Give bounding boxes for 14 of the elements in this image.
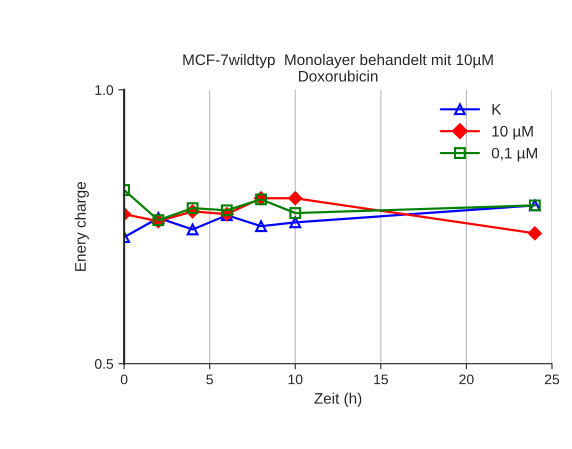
- x-axis-title: Zeit (h): [314, 392, 362, 407]
- y-tick-label: 0.5: [94, 359, 114, 369]
- x-tick-label: 15: [374, 374, 388, 384]
- x-tick-label: 5: [206, 374, 213, 384]
- y-axis-title: Enery charge: [74, 182, 89, 271]
- y-tick-label: 1.0: [95, 85, 114, 95]
- x-tick-label: 20: [459, 374, 474, 384]
- chart-title: MCF-7wildtyp Monolayer behandelt mit 10µM Doxorubicin: [183, 54, 493, 82]
- legend-label: 10 µM: [492, 126, 533, 140]
- legend-label: 0,1 µM: [492, 148, 537, 162]
- x-tick-label: 10: [288, 374, 302, 384]
- legend-label: K: [492, 104, 502, 115]
- x-tick-label: 25: [544, 374, 560, 384]
- x-tick-label: 0: [120, 374, 128, 384]
